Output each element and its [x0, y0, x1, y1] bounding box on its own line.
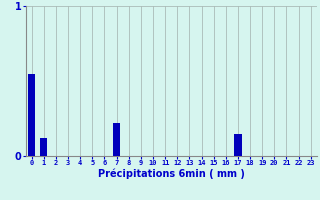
Bar	[40, 138, 47, 156]
Bar	[234, 134, 242, 156]
Bar	[28, 73, 35, 156]
X-axis label: Précipitations 6min ( mm ): Précipitations 6min ( mm )	[98, 169, 244, 179]
Bar	[113, 123, 120, 156]
